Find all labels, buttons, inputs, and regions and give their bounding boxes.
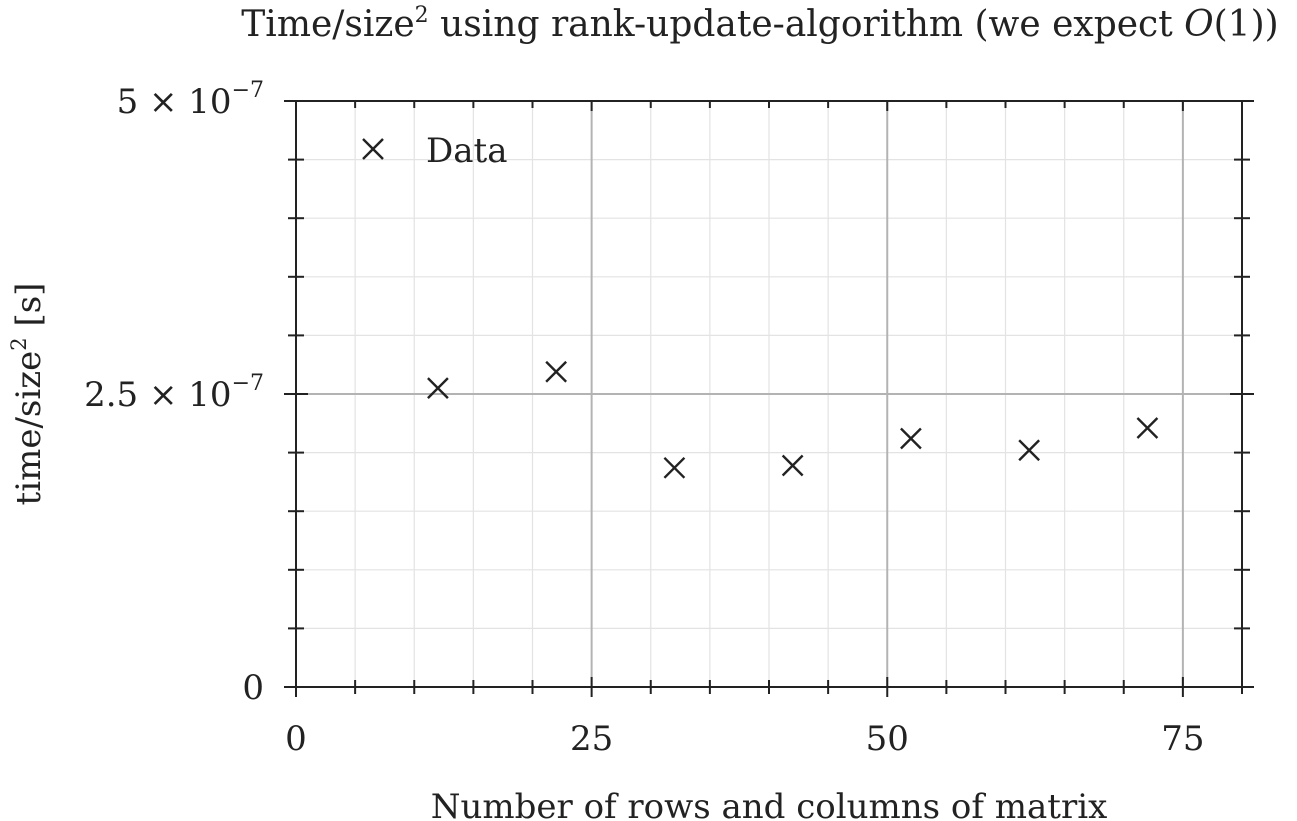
x-axis-label: Number of rows and columns of matrix bbox=[431, 787, 1108, 821]
legend-marker-data bbox=[362, 138, 384, 160]
x-tick-labels: 0 25 50 75 bbox=[285, 719, 1204, 759]
data-point bbox=[1136, 417, 1159, 439]
y-tick-label: 2.5 × 10−7 bbox=[84, 371, 264, 415]
data-point bbox=[1018, 439, 1040, 462]
legend: Data bbox=[362, 131, 507, 171]
data-point bbox=[545, 360, 567, 383]
x-tick-label: 50 bbox=[866, 719, 909, 759]
data-point bbox=[900, 427, 922, 450]
data-point bbox=[663, 456, 686, 479]
grid bbox=[296, 101, 1242, 687]
data-series bbox=[427, 360, 1159, 479]
y-tick-label: 5 × 10−7 bbox=[117, 78, 264, 122]
x-tick-label: 25 bbox=[570, 719, 613, 759]
data-point bbox=[427, 377, 449, 399]
data-point bbox=[781, 454, 804, 477]
x-tick-label: 75 bbox=[1161, 719, 1204, 759]
legend-x-marker bbox=[362, 138, 384, 160]
x-tick-label: 0 bbox=[285, 719, 307, 759]
chart-title: Time/size2 using rank-update-algorithm (… bbox=[241, 3, 1278, 45]
y-tick-label: 0 bbox=[242, 668, 264, 708]
legend-label-data: Data bbox=[426, 131, 507, 171]
y-tick-labels: 0 2.5 × 10−7 5 × 10−7 bbox=[84, 78, 264, 708]
plot-frame bbox=[295, 100, 1243, 688]
y-axis-label: time/size2 [s] bbox=[7, 283, 49, 506]
